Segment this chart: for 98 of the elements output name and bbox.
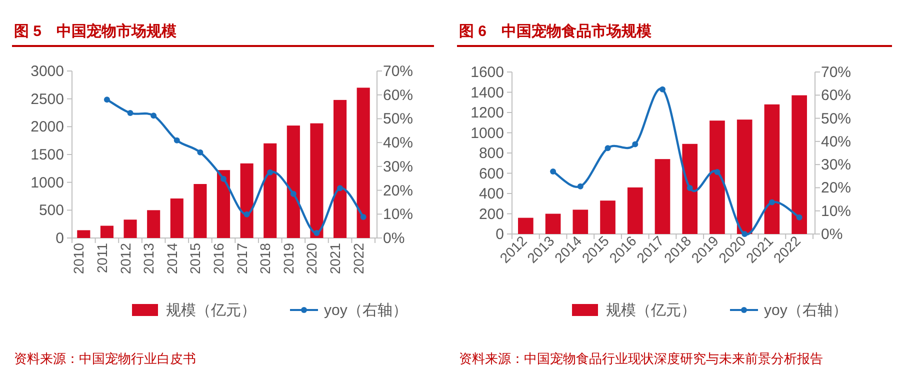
point: [197, 149, 204, 156]
x-tick-label: 2016: [210, 242, 226, 274]
point: [550, 168, 556, 175]
y2-tick-label: 30%: [821, 156, 852, 174]
y2-tick-label: 40%: [383, 134, 414, 152]
point: [632, 141, 638, 148]
bar: [310, 123, 324, 238]
bar: [792, 95, 807, 234]
point: [267, 169, 274, 176]
bar: [170, 198, 184, 238]
bar: [545, 214, 561, 234]
y-tick-label: 2000: [30, 118, 64, 136]
bar: [100, 226, 114, 238]
bar: [240, 163, 254, 238]
y-tick-label: 1200: [470, 104, 504, 122]
bar: [654, 159, 670, 234]
legend-label: yoy（右轴）: [324, 302, 408, 319]
bar: [124, 220, 137, 238]
bar: [518, 218, 534, 234]
bar: [682, 144, 698, 234]
y-tick-label: 1600: [470, 64, 504, 81]
y2-tick-label: 30%: [383, 158, 414, 176]
x-tick-label: 2020: [304, 242, 320, 274]
y2-tick-label: 0%: [821, 226, 843, 243]
point: [174, 137, 180, 144]
x-tick-label: 2022: [350, 242, 366, 274]
y2-tick-label: 40%: [821, 133, 852, 150]
point: [290, 190, 296, 197]
y2-tick-label: 60%: [383, 86, 414, 104]
point: [742, 231, 748, 237]
y-tick-label: 600: [478, 165, 504, 182]
bar: [600, 200, 616, 234]
chart-title: 图 6 中国宠物食品市场规模: [459, 22, 652, 41]
bar: [334, 100, 347, 238]
point: [686, 184, 693, 191]
point: [577, 183, 584, 190]
point: [127, 110, 134, 116]
point: [714, 168, 720, 175]
x-tick-label: 2012: [117, 242, 134, 274]
bar: [356, 88, 370, 238]
point: [244, 211, 250, 218]
y2-tick-label: 20%: [821, 180, 852, 197]
x-tick-label: 2011: [94, 242, 110, 274]
x-tick-label: 2021: [327, 242, 344, 274]
bar: [264, 143, 277, 238]
y2-tick-label: 10%: [821, 202, 852, 220]
y-tick-label: 200: [478, 206, 504, 223]
bar: [627, 187, 643, 234]
y2-tick-label: 20%: [383, 182, 414, 200]
text: 资料来源：中国宠物食品行业现状深度研究与未来前景分析报告: [459, 350, 824, 368]
y-tick-label: 3000: [30, 63, 64, 80]
bar: [572, 210, 588, 234]
legend-label: 规模（亿元）: [606, 302, 696, 319]
bar: [736, 120, 752, 234]
y2-tick-label: 50%: [383, 110, 414, 128]
x-tick-label: 2019: [280, 242, 296, 274]
bar: [216, 170, 230, 238]
point: [150, 112, 157, 119]
y2-tick-label: 60%: [821, 87, 852, 104]
y2-tick-label: 50%: [821, 110, 852, 128]
y-tick-label: 1000: [470, 124, 504, 142]
bar: [710, 120, 725, 234]
x-tick-label: 2010: [70, 242, 87, 274]
y2-tick-label: 10%: [383, 206, 414, 224]
x-tick-label: 2017: [234, 242, 250, 274]
x-tick-label: 2018: [257, 242, 274, 274]
y2-tick-label: 70%: [821, 64, 852, 81]
bar: [147, 210, 160, 238]
bar: [764, 104, 780, 234]
y2-tick-label: 0%: [383, 230, 405, 247]
y-tick-label: 1400: [470, 84, 504, 102]
y-tick-label: 2500: [30, 90, 64, 108]
y-tick-label: 1000: [30, 174, 64, 192]
point: [220, 176, 226, 182]
point: [360, 214, 366, 220]
point: [604, 145, 611, 152]
legend-label: yoy（右轴）: [764, 302, 848, 319]
legend-label: 规模（亿元）: [166, 302, 256, 319]
x-tick-label: 2014: [164, 242, 180, 274]
x-tick-label: 2013: [140, 242, 157, 274]
point: [104, 96, 110, 103]
chart-title: 图 5 中国宠物市场规模: [14, 22, 177, 41]
point: [660, 86, 666, 92]
y2-tick-label: 70%: [383, 63, 414, 80]
point: [314, 230, 320, 236]
y-tick-label: 0: [56, 230, 64, 247]
y-tick-label: 400: [478, 186, 504, 202]
y-tick-label: 800: [478, 145, 504, 162]
y-tick-label: 1500: [30, 146, 64, 164]
bar: [286, 126, 300, 238]
text: 资料来源：中国宠物行业白皮书: [14, 350, 197, 368]
bar: [194, 184, 207, 238]
y-tick-label: 500: [38, 202, 64, 220]
bar: [77, 230, 90, 238]
point: [796, 214, 802, 220]
x-tick-label: 2015: [187, 242, 204, 274]
point: [768, 199, 775, 206]
point: [337, 185, 344, 192]
